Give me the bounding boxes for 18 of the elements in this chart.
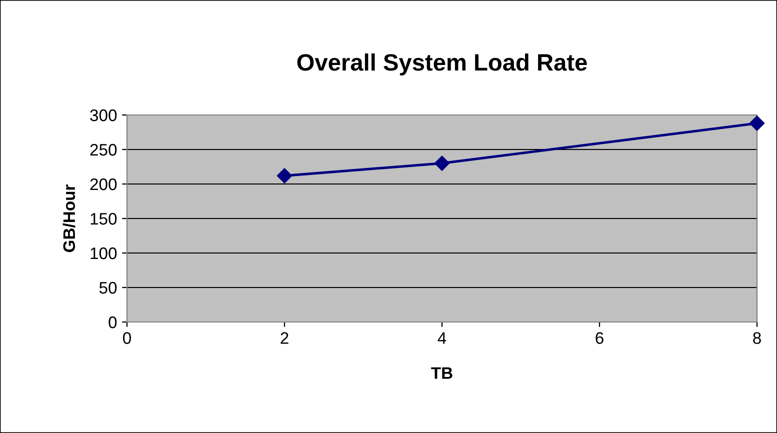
y-tick-label: 300: [90, 109, 117, 122]
x-tick-label: 0: [123, 332, 131, 344]
y-tick-label: 150: [90, 212, 117, 225]
x-tick-label: 4: [438, 332, 446, 344]
y-axis-title: GB/Hour: [62, 184, 76, 252]
y-tick-label: 200: [90, 178, 117, 190]
y-tick-label: 0: [108, 316, 117, 328]
point: [276, 168, 292, 184]
x-tick-label: 2: [280, 332, 288, 344]
chart-title: Overall System Load Rate: [297, 53, 587, 76]
y-tick-label: 250: [90, 144, 117, 156]
y-tick-label: 50: [99, 282, 117, 294]
x-axis-title: TB: [431, 367, 452, 379]
x-tick-label: 6: [596, 332, 604, 344]
y-tick-label: 100: [90, 247, 117, 260]
x-tick-label: 8: [753, 332, 761, 344]
point: [434, 156, 450, 171]
point: [749, 116, 765, 131]
